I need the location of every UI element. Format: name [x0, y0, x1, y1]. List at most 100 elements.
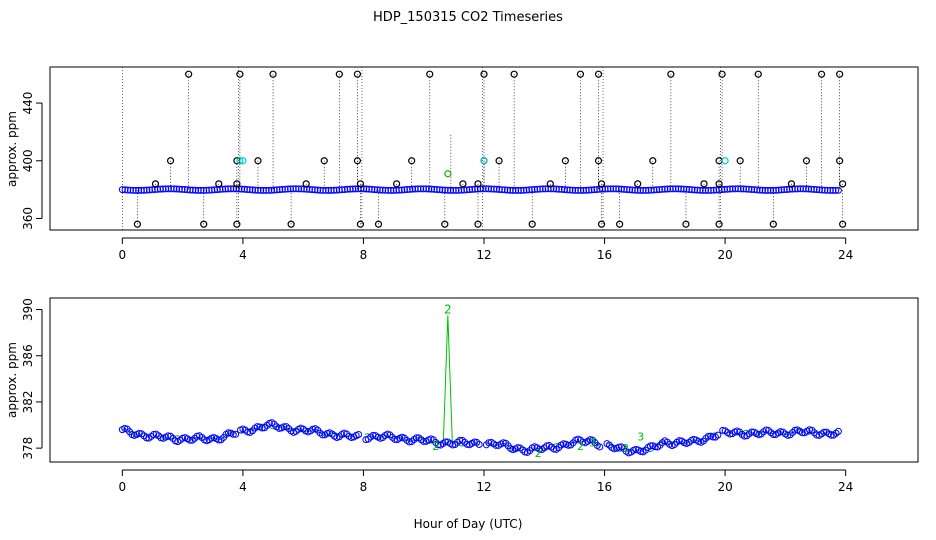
baseline-point — [159, 185, 167, 193]
baseline-point — [726, 185, 734, 193]
baseline-point — [536, 185, 544, 193]
baseline-point — [512, 186, 520, 194]
outlier-high-point — [269, 70, 277, 78]
baseline-point — [311, 186, 319, 194]
baseline-point — [221, 185, 229, 193]
baseline-point — [357, 185, 365, 193]
point-count-label: 2 — [535, 447, 542, 460]
baseline-point — [626, 186, 634, 194]
data-point — [492, 441, 500, 449]
baseline-point — [324, 186, 332, 194]
baseline-point — [455, 186, 463, 194]
baseline-point — [577, 186, 585, 194]
baseline-point — [593, 186, 601, 194]
outlier-high-point — [667, 70, 675, 78]
flag-point — [239, 157, 247, 165]
outlier-mild-point — [215, 180, 223, 188]
data-point — [386, 431, 394, 439]
data-point — [224, 429, 232, 437]
baseline-point — [504, 186, 512, 194]
baseline-point — [403, 186, 411, 194]
baseline-point — [227, 185, 235, 193]
baseline-point — [566, 186, 574, 194]
baseline-point — [381, 186, 389, 194]
baseline-point — [230, 185, 238, 193]
baseline-point — [143, 186, 151, 194]
baseline-point — [788, 185, 796, 193]
baseline-point — [525, 186, 533, 194]
baseline-point — [224, 185, 232, 193]
baseline-point — [474, 185, 482, 193]
outlier-mid-point — [594, 157, 603, 165]
outlier-low-point — [528, 220, 536, 228]
baseline-point — [482, 185, 490, 193]
data-point — [589, 436, 596, 444]
baseline-point — [628, 186, 636, 194]
baseline-point — [718, 186, 726, 194]
baseline-point — [539, 185, 547, 193]
outlier-low-point — [839, 220, 847, 228]
data-point — [280, 423, 288, 431]
baseline-point — [360, 185, 368, 193]
baseline-point — [737, 185, 745, 193]
baseline-point — [319, 186, 327, 194]
baseline-point — [365, 185, 373, 193]
panel1-x-tick-label: 16 — [597, 480, 612, 494]
baseline-point — [590, 186, 598, 194]
baseline-point — [208, 186, 216, 194]
baseline-point — [547, 185, 555, 193]
baseline-point — [683, 185, 691, 193]
baseline-point — [555, 185, 563, 193]
baseline-point — [696, 186, 704, 194]
baseline-point — [805, 185, 813, 193]
baseline-point — [777, 186, 785, 194]
baseline-point — [517, 186, 525, 194]
data-point — [369, 431, 377, 439]
baseline-point — [748, 185, 756, 193]
data-point — [328, 430, 336, 438]
baseline-point — [379, 186, 387, 194]
baseline-point — [243, 185, 251, 193]
data-point — [275, 424, 283, 432]
panel0-y-tick-label: 400 — [21, 149, 35, 172]
baseline-point — [140, 186, 148, 194]
panel-bottom-y-axis: 378 382 386 390 — [21, 298, 43, 460]
baseline-point — [181, 186, 189, 194]
data-point — [463, 440, 471, 448]
data-point — [663, 438, 671, 446]
data-point — [808, 426, 816, 434]
baseline-point — [341, 185, 349, 193]
panel1-y-tick-label: 382 — [21, 390, 35, 413]
baseline-point — [666, 185, 674, 193]
baseline-point — [541, 185, 549, 193]
baseline-point — [758, 186, 766, 194]
baseline-point — [333, 186, 341, 194]
baseline-point — [712, 186, 720, 194]
outlier-low-point — [200, 220, 208, 228]
baseline-point — [693, 186, 701, 194]
baseline-point — [571, 186, 579, 194]
baseline-point — [672, 185, 680, 193]
baseline-point — [598, 185, 606, 193]
baseline-point — [658, 185, 666, 193]
outlier-mid-point — [836, 157, 844, 165]
baseline-point — [479, 185, 487, 193]
baseline-point — [723, 185, 731, 193]
baseline-point — [219, 185, 227, 193]
outlier-high-point — [185, 70, 193, 78]
baseline-point — [485, 185, 493, 193]
flag-point — [721, 157, 729, 165]
baseline-point — [601, 185, 609, 193]
data-point — [391, 435, 399, 443]
baseline-point — [468, 185, 476, 193]
baseline-point — [194, 186, 202, 194]
outlier-mild-point — [459, 180, 467, 188]
baseline-point — [533, 185, 541, 193]
baseline-point — [807, 185, 815, 193]
outlier-mid-point — [561, 157, 569, 165]
baseline-point — [642, 186, 650, 194]
baseline-point — [647, 186, 655, 194]
baseline-point — [569, 186, 577, 194]
baseline-point — [384, 186, 392, 194]
baseline-point — [721, 185, 729, 193]
